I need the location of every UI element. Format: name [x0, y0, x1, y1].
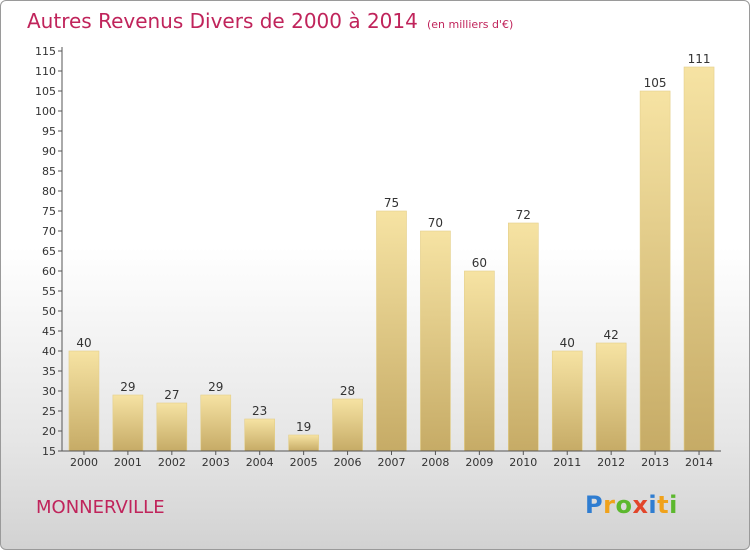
bar	[376, 210, 407, 452]
data-label: 42	[604, 328, 619, 342]
y-tick-label: 65	[42, 245, 56, 258]
x-tick-label: 2004	[246, 456, 274, 469]
bars-group: 40 29 27 29 23 19 28 75 70 60 72 40 42 105 111	[68, 52, 715, 452]
y-tick-label: 105	[35, 85, 56, 98]
data-label: 29	[120, 380, 135, 394]
unit-label: (en milliers d'€)	[426, 18, 514, 31]
x-tick-label: 2002	[158, 456, 186, 469]
x-tick-label: 2005	[290, 456, 318, 469]
y-tick-label: 70	[42, 225, 56, 238]
y-tick-label: 15	[42, 445, 56, 458]
bar	[551, 350, 583, 452]
proxiti-logo: Proxiti	[585, 491, 678, 519]
y-tick-label: 115	[35, 45, 56, 58]
y-tick-label: 60	[42, 265, 56, 278]
data-label: 40	[560, 336, 575, 350]
y-tick-label: 90	[42, 145, 56, 158]
bar	[332, 398, 363, 452]
data-label: 60	[472, 256, 487, 270]
x-tick-label: 2011	[553, 456, 581, 469]
y-tick-label: 100	[35, 105, 56, 118]
x-tick-label: 2003	[202, 456, 230, 469]
x-tick-label: 2012	[597, 456, 625, 469]
y-tick-label: 95	[42, 125, 56, 138]
data-label: 40	[76, 336, 91, 350]
bar	[639, 90, 671, 452]
y-tick-label: 75	[42, 205, 56, 218]
data-label: 19	[296, 420, 311, 434]
data-label: 72	[516, 208, 531, 222]
bar	[244, 418, 275, 452]
bar	[288, 434, 319, 452]
data-label: 27	[164, 388, 179, 402]
data-label: 28	[340, 384, 355, 398]
x-tick-label: 2008	[421, 456, 449, 469]
y-tick-label: 30	[42, 385, 56, 398]
data-label: 70	[428, 216, 443, 230]
data-label: 23	[252, 404, 267, 418]
bar	[420, 230, 451, 452]
y-tick-label: 40	[42, 345, 56, 358]
bar	[595, 342, 627, 452]
y-tick-label: 45	[42, 325, 56, 338]
bar	[464, 270, 495, 452]
axes-group: 15 20 25 30 35 40 45 50 55 60 65 70 75 80 85 90 95 100 105…	[35, 45, 721, 469]
data-label: 105	[644, 76, 667, 90]
x-tick-label: 2007	[378, 456, 406, 469]
x-tick-label: 2013	[641, 456, 669, 469]
y-tick-label: 35	[42, 365, 56, 378]
x-tick-label: 2014	[685, 456, 713, 469]
x-tick-label: 2009	[465, 456, 493, 469]
x-tick-label: 2001	[114, 456, 142, 469]
data-label: 29	[208, 380, 223, 394]
x-tick-label: 2010	[509, 456, 537, 469]
bar	[683, 66, 715, 452]
data-label: 75	[384, 196, 399, 210]
title-text: Autres Revenus Divers de 2000 à 2014	[27, 9, 418, 33]
y-tick-label: 80	[42, 185, 56, 198]
y-tick-label: 50	[42, 305, 56, 318]
commune-name: MONNERVILLE	[36, 497, 165, 518]
y-tick-label: 20	[42, 425, 56, 438]
bar	[68, 350, 100, 452]
bar	[507, 222, 539, 452]
data-label: 111	[688, 52, 711, 66]
y-tick-label: 110	[35, 65, 56, 78]
chart-title: Autres Revenus Divers de 2000 à 2014 (en…	[27, 9, 513, 33]
bar	[200, 394, 232, 452]
y-tick-label: 55	[42, 285, 56, 298]
y-tick-label: 85	[42, 165, 56, 178]
bar	[156, 402, 188, 452]
x-tick-label: 2000	[70, 456, 98, 469]
x-tick-label: 2006	[334, 456, 362, 469]
bar	[112, 394, 144, 452]
y-tick-label: 25	[42, 405, 56, 418]
